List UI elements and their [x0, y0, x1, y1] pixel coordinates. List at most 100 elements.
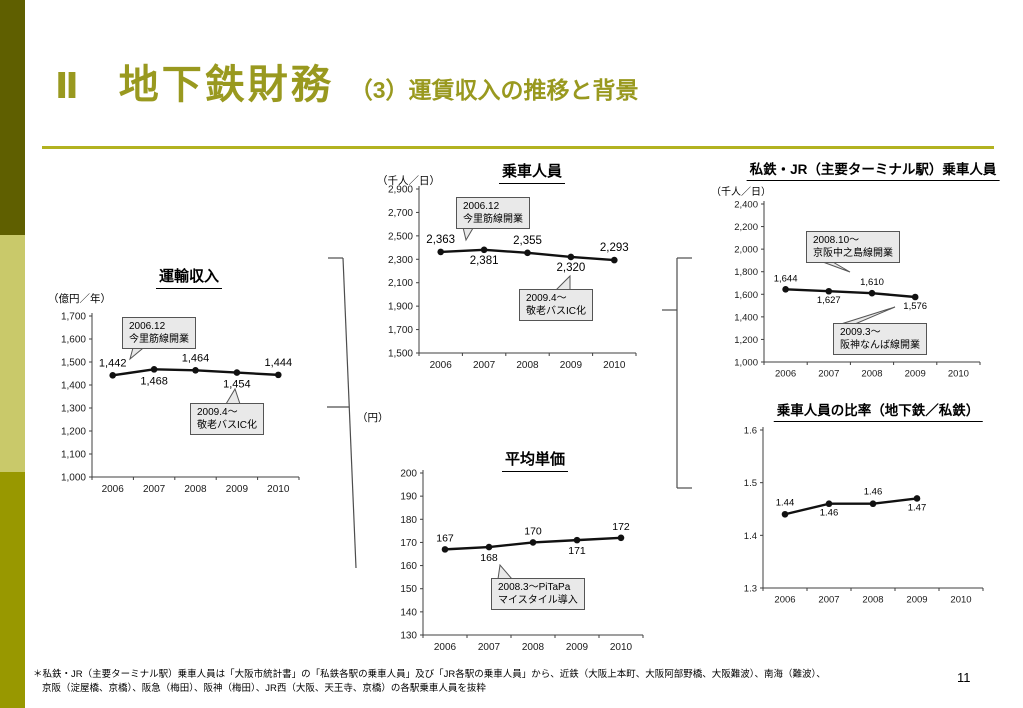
x-axis-tick-label: 2007	[143, 484, 166, 495]
data-point-marker	[109, 372, 116, 379]
data-point-label: 1,468	[140, 375, 168, 387]
data-point-label: 1.47	[908, 502, 927, 513]
callout-annotation: 2008.3～PiTaPa マイスタイル導入	[491, 578, 585, 611]
data-point-marker	[524, 249, 531, 257]
sidebar-segment-light	[0, 235, 25, 472]
data-point-label: 172	[612, 521, 630, 533]
y-axis-tick-label: 1,200	[61, 427, 86, 438]
data-point-marker	[781, 510, 789, 518]
data-point-marker	[825, 287, 833, 295]
y-axis-tick-label: 1,000	[61, 473, 86, 484]
chart-title-4: 乗車人員の比率（地下鉄／私鉄）	[773, 399, 983, 422]
callout-annotation: 2006.12 今里筋線開業	[122, 317, 196, 350]
data-point-label: 1,627	[817, 295, 841, 306]
x-axis-tick-label: 2010	[610, 642, 633, 653]
callout-annotation: 2006.12 今里筋線開業	[456, 197, 530, 230]
data-point-marker	[275, 371, 282, 379]
bracket-connectors	[327, 257, 692, 569]
y-axis-tick-label: 1,200	[734, 335, 758, 346]
y-axis-tick-label: 140	[400, 607, 417, 618]
y-axis-tick-label: 1.3	[744, 584, 757, 595]
x-axis-tick-label: 2006	[102, 484, 125, 495]
x-axis-tick-label: 2006	[434, 642, 457, 653]
data-point-marker	[529, 539, 537, 546]
chart-unit-label: （円）	[357, 412, 389, 424]
data-point-marker	[913, 495, 921, 502]
x-axis-tick-label: 2007	[473, 360, 496, 371]
y-axis-tick-label: 190	[400, 492, 417, 503]
x-axis-tick-label: 2009	[560, 360, 583, 371]
callout-tail	[225, 387, 241, 405]
data-point-marker	[868, 289, 876, 297]
data-point-label: 1,454	[223, 379, 251, 391]
chart-title-0: 運輸収入	[155, 265, 223, 289]
x-axis-tick-label: 2010	[267, 484, 290, 495]
data-point-label: 1,644	[774, 273, 798, 284]
x-axis-tick-label: 2008	[862, 595, 883, 606]
data-point-marker	[485, 543, 493, 551]
y-axis-tick-label: 2,200	[734, 222, 758, 233]
data-point-marker	[782, 286, 789, 293]
slide-title-main: 地下鉄財務	[118, 63, 334, 107]
callout-annotation: 2008.10～ 京阪中之島線開業	[806, 231, 900, 264]
y-axis-tick-label: 1,900	[388, 302, 413, 313]
x-axis-tick-label: 2008	[861, 369, 882, 380]
data-point-label: 1.44	[776, 497, 795, 508]
callout-annotation: 2009.4～ 敬老バスIC化	[190, 403, 264, 436]
y-axis-tick-label: 160	[400, 561, 417, 572]
data-point-label: 1.46	[864, 487, 883, 498]
sidebar-decoration	[0, 0, 25, 708]
data-point-label: 1,610	[860, 277, 884, 288]
data-point-marker	[233, 369, 241, 376]
callout-tail	[497, 563, 514, 580]
y-axis-tick-label: 170	[400, 538, 417, 549]
y-axis-tick-label: 1.6	[744, 426, 757, 437]
chart-title-2: 平均単価	[501, 448, 569, 472]
data-point-label: 2,363	[426, 234, 455, 246]
x-axis-tick-label: 2006	[775, 369, 796, 380]
data-point-label: 1.46	[820, 508, 839, 519]
data-point-label: 1,444	[265, 357, 293, 369]
y-axis-tick-label: 1,600	[734, 290, 758, 301]
y-axis-tick-label: 1,800	[734, 267, 758, 278]
data-point-marker	[869, 500, 877, 508]
callout-tail	[840, 306, 896, 325]
data-point-label: 1,464	[182, 352, 210, 364]
x-axis-tick-label: 2007	[818, 369, 839, 380]
chart-4: 1.3 1.4 1.5 1.6 2006 2007 2008 2009 2010 1.44 1.46…	[744, 426, 984, 606]
y-axis-tick-label: 1,500	[61, 358, 86, 369]
callout-tail	[554, 274, 571, 291]
data-point-marker	[192, 366, 199, 374]
slide-title: Ⅱ 地下鉄財務 （3）運賃収入の推移と背景	[55, 52, 639, 110]
y-axis-tick-label: 1.4	[744, 531, 757, 542]
slide-title-numeral: Ⅱ	[55, 65, 79, 106]
data-point-label: 167	[436, 532, 454, 544]
chart-title-3: 私鉄・JR（主要ターミナル駅）乗車人員	[746, 158, 1000, 181]
y-axis-tick-label: 1,100	[61, 450, 86, 461]
y-axis-tick-label: 130	[400, 631, 417, 642]
sidebar-segment-mid	[0, 472, 25, 708]
x-axis-tick-label: 2009	[566, 642, 589, 653]
data-point-marker	[480, 246, 488, 254]
callout-annotation: 2009.4～ 敬老バスIC化	[519, 289, 593, 322]
y-axis-tick-label: 1,600	[61, 335, 86, 346]
x-axis-tick-label: 2007	[818, 595, 839, 606]
chart-3: 1,000 1,200 1,400 1,600 1,800 2,000 2,200 2,400…	[734, 200, 981, 380]
y-axis-tick-label: 2,300	[388, 255, 413, 266]
y-axis-tick-label: 150	[400, 584, 417, 595]
series-line	[784, 497, 918, 516]
title-divider	[42, 146, 994, 149]
data-point-label: 171	[568, 545, 586, 557]
x-axis-tick-label: 2009	[906, 595, 927, 606]
x-axis-tick-label: 2010	[603, 360, 626, 371]
y-axis-tick-label: 200	[400, 469, 417, 480]
y-axis-tick-label: 1,700	[61, 312, 86, 323]
y-axis-tick-label: 1,700	[388, 325, 413, 336]
y-axis-tick-label: 2,000	[734, 245, 758, 256]
slide-title-sub: （3）運賃収入の推移と背景	[349, 77, 639, 103]
data-point-marker	[825, 500, 833, 508]
y-axis-tick-label: 2,100	[388, 278, 413, 289]
data-point-label: 2,381	[470, 255, 499, 267]
